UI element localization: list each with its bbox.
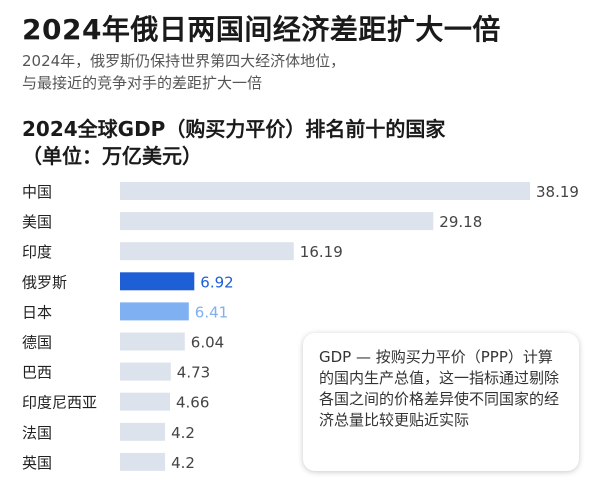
category-label: 日本: [22, 303, 52, 321]
value-label: 4.66: [176, 394, 209, 412]
page-title: 2024年俄日两国间经济差距扩大一倍: [22, 13, 501, 46]
bar: [120, 272, 195, 291]
bar: [120, 392, 170, 411]
chart-title-line-2: （单位：万亿美元）: [22, 144, 202, 168]
value-label: 4.2: [171, 454, 195, 472]
bar: [120, 302, 189, 321]
definition-note-text: GDP — 按购买力平价（PPP）计算的国内生产总值，这一指标通过剔除各国之间的…: [319, 348, 560, 429]
chart-title: 2024全球GDP（购买力平价）排名前十的国家 （单位：万亿美元）: [22, 116, 602, 170]
category-label: 中国: [22, 183, 52, 201]
bar: [120, 212, 434, 231]
value-label: 6.92: [200, 273, 233, 291]
value-label: 6.41: [195, 303, 228, 321]
category-label: 美国: [22, 213, 52, 231]
chart-title-line-1: 2024全球GDP（购买力平价）排名前十的国家: [22, 117, 446, 141]
category-label: 巴西: [22, 364, 52, 382]
bar: [120, 422, 166, 441]
category-label: 德国: [22, 334, 52, 352]
category-label: 印度尼西亚: [22, 394, 97, 412]
value-label: 4.2: [171, 424, 195, 442]
subtitle: 2024年，俄罗斯仍保持世界第四大经济体地位， 与最接近的竞争对手的差距扩大一倍: [22, 50, 542, 94]
value-label: 29.18: [439, 213, 482, 231]
category-label: 英国: [22, 454, 52, 472]
bar: [120, 182, 530, 200]
value-label: 6.04: [191, 334, 224, 352]
bar: [120, 452, 166, 471]
value-label: 38.19: [536, 183, 579, 201]
value-label: 16.19: [300, 243, 343, 261]
definition-note: GDP — 按购买力平价（PPP）计算的国内生产总值，这一指标通过剔除各国之间的…: [303, 333, 579, 471]
bar: [120, 332, 185, 351]
category-label: 法国: [22, 424, 52, 442]
category-label: 俄罗斯: [22, 273, 67, 291]
bar: [120, 362, 171, 381]
subtitle-line-1: 2024年，俄罗斯仍保持世界第四大经济体地位，: [22, 52, 346, 70]
subtitle-line-2: 与最接近的竞争对手的差距扩大一倍: [22, 74, 263, 92]
category-label: 印度: [22, 243, 52, 261]
bar: [120, 242, 294, 261]
value-label: 4.73: [177, 364, 210, 382]
